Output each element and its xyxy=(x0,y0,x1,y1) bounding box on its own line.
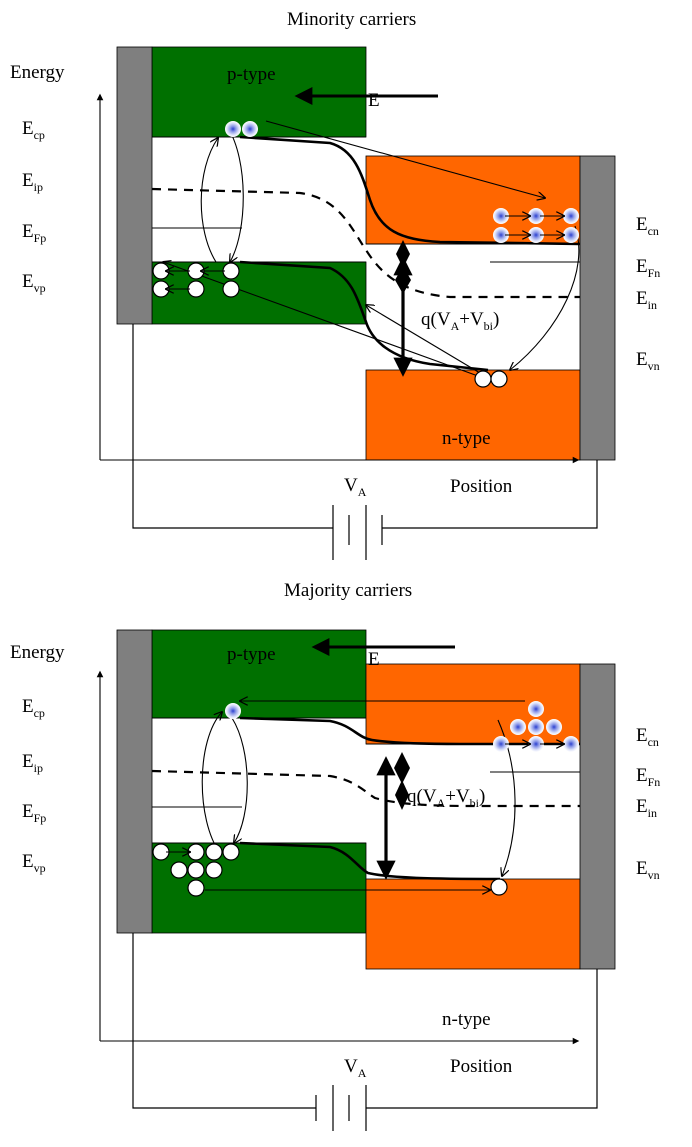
top-holes xyxy=(152,262,508,388)
bottom-circuit-wire xyxy=(132,933,598,1109)
top-n-conduction-region xyxy=(365,155,581,245)
top-level-evn: Evn xyxy=(636,349,660,373)
bottom-level-eip: Eip xyxy=(22,751,43,775)
top-position-label: Position xyxy=(450,476,513,497)
bottom-energy-label: Energy xyxy=(10,642,65,663)
top-n-label: n-type xyxy=(442,428,491,449)
bottom-level-evn: Evn xyxy=(636,858,660,882)
top-diagram: Minority carriers xyxy=(10,9,660,560)
bottom-level-efp: EFp xyxy=(22,801,46,825)
top-energy-label: Energy xyxy=(10,62,65,83)
top-voltage-label: VA xyxy=(344,475,367,499)
top-level-efp: EFp xyxy=(22,221,46,245)
bottom-field-label: E xyxy=(368,649,380,670)
top-n-region xyxy=(365,369,581,461)
top-intrinsic-level xyxy=(151,187,580,299)
top-circuit-wire xyxy=(132,324,598,529)
bottom-left-contact xyxy=(116,629,153,934)
top-level-eip: Eip xyxy=(22,170,43,194)
bottom-level-ecp: Ecp xyxy=(22,696,45,720)
bottom-holes xyxy=(152,843,508,897)
top-level-ecn: Ecn xyxy=(636,214,659,238)
bottom-title: Majority carriers xyxy=(284,580,412,601)
bottom-right-contact xyxy=(579,663,616,970)
bottom-level-ecn: Ecn xyxy=(636,725,659,749)
top-left-contact xyxy=(116,46,153,325)
bottom-level-efn: EFn xyxy=(636,765,660,789)
bottom-conduction-band-curve xyxy=(239,716,580,746)
bottom-level-evp: Evp xyxy=(22,851,46,875)
bottom-position-label: Position xyxy=(450,1056,513,1077)
top-level-evp: Evp xyxy=(22,271,46,295)
bottom-electrons xyxy=(225,701,579,752)
bottom-diagram: Majority carriers xyxy=(10,580,660,1131)
top-field-label: E xyxy=(368,90,380,111)
bottom-n-label: n-type xyxy=(442,1009,491,1030)
bottom-valence-band-curve xyxy=(239,841,501,881)
top-p-label: p-type xyxy=(227,64,276,85)
top-conduction-band-curve xyxy=(239,135,581,246)
bottom-voltage-label: VA xyxy=(344,1056,367,1080)
top-barrier-label: q(VA+Vbi) xyxy=(421,309,499,333)
top-p-region xyxy=(151,46,367,138)
bottom-n-region xyxy=(365,878,581,970)
bottom-p-label: p-type xyxy=(227,644,276,665)
bottom-level-ein: Ein xyxy=(636,796,657,820)
top-title: Minority carriers xyxy=(287,9,416,30)
bottom-intrinsic-level xyxy=(151,769,580,808)
top-electrons xyxy=(225,121,579,243)
bottom-p-valence-region xyxy=(151,842,367,934)
bottom-n-conduction-region xyxy=(365,663,581,745)
top-level-ein: Ein xyxy=(636,288,657,312)
top-level-ecp: Ecp xyxy=(22,118,45,142)
top-level-efn: EFn xyxy=(636,256,660,280)
top-right-contact xyxy=(579,155,616,461)
bottom-barrier-label: q(VA+Vbi) xyxy=(407,786,485,810)
